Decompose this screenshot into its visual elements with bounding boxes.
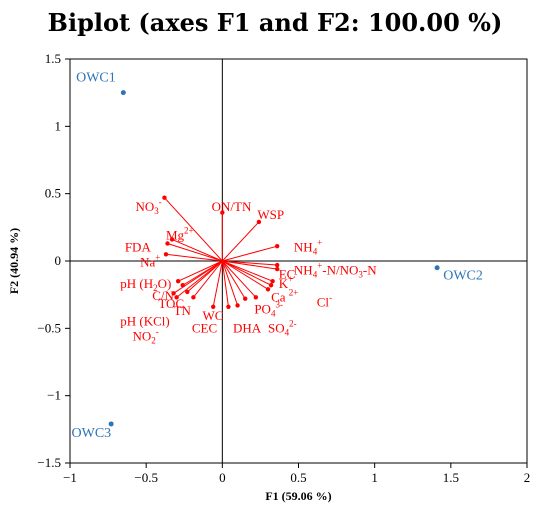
variable-label: SO42- xyxy=(268,318,297,337)
observation-point xyxy=(434,265,440,271)
variable-label: NO3- xyxy=(136,197,162,216)
variable-endpoint xyxy=(226,304,231,309)
variable-vector xyxy=(221,260,257,298)
variable-endpoint xyxy=(274,262,280,268)
variable-label: WC xyxy=(203,308,224,323)
variable-vector xyxy=(222,260,278,266)
y-tick-label: −0.5 xyxy=(37,320,61,335)
variable-vector xyxy=(222,245,278,262)
variable-label: ON/TN xyxy=(212,199,252,214)
variable-endpoint xyxy=(256,219,262,225)
variable-label: K+ xyxy=(279,274,293,291)
variable-endpoint xyxy=(162,195,167,200)
x-tick-label: −1 xyxy=(63,470,77,485)
variable-endpoint xyxy=(163,252,169,257)
x-tick-label: 2 xyxy=(524,470,531,485)
observation-label: OWC1 xyxy=(76,71,116,86)
chart-title: Biplot (axes F1 and F2: 100.00 %) xyxy=(47,8,503,37)
variable-vector xyxy=(177,260,223,282)
variable-label: TN xyxy=(174,303,192,318)
variable-label: NO2- xyxy=(132,326,158,345)
variable-label: EC xyxy=(279,266,296,281)
y-tick-label: −1 xyxy=(47,388,61,403)
variable-endpoint xyxy=(274,243,280,249)
variable-endpoint xyxy=(274,266,280,272)
variable-vector xyxy=(222,260,273,282)
variable-label: Cl- xyxy=(317,293,332,310)
variable-label: WSP xyxy=(257,207,284,222)
observation-label: OWC3 xyxy=(72,426,112,441)
y-tick-label: 1 xyxy=(55,118,62,133)
variable-vector xyxy=(173,260,223,294)
observation-point xyxy=(108,421,114,427)
x-tick-label: −0.5 xyxy=(134,470,158,485)
variable-label: Na+ xyxy=(140,252,160,269)
x-axis-label: F1 (59.06 %) xyxy=(265,489,331,503)
variable-endpoint xyxy=(235,303,240,308)
variable-endpoint xyxy=(220,210,225,215)
variable-vector xyxy=(212,260,223,307)
variable-endpoint xyxy=(242,296,248,301)
y-tick-label: 0.5 xyxy=(45,186,61,201)
x-tick-label: 1 xyxy=(371,470,378,485)
variable-label: PO43- xyxy=(254,299,283,318)
variable-vector xyxy=(221,260,239,306)
variable-vector xyxy=(222,260,278,270)
variable-label: TOC xyxy=(158,296,184,311)
variable-vector xyxy=(221,221,260,262)
variable-endpoint xyxy=(174,295,179,300)
y-tick-label: 1.5 xyxy=(45,51,61,66)
variable-endpoint xyxy=(265,287,271,292)
variable-endpoint xyxy=(185,289,190,295)
variable-vector xyxy=(221,260,229,307)
variable-endpoint xyxy=(268,283,274,288)
y-axis-label: F2 (40.94 %) xyxy=(7,228,21,294)
variable-endpoint xyxy=(270,279,275,284)
variable-label: NH4+-N/NO3-N xyxy=(294,260,377,279)
variable-label: DHA xyxy=(233,320,262,335)
observation-point xyxy=(120,90,126,96)
variable-vector xyxy=(192,260,223,298)
variable-vector xyxy=(176,260,223,298)
x-tick-label: 1.5 xyxy=(443,470,459,485)
variable-label: FDA xyxy=(125,240,152,255)
variable-label: pH (H2O) xyxy=(120,276,171,293)
variable-endpoint xyxy=(253,295,259,300)
variable-vector xyxy=(221,260,246,299)
x-tick-label: 0 xyxy=(219,470,226,485)
variable-vector xyxy=(222,260,272,286)
variable-endpoint xyxy=(191,295,196,300)
variable-endpoint xyxy=(175,279,181,284)
variable-endpoint xyxy=(169,237,175,242)
variable-label: C/N xyxy=(152,288,174,303)
variable-label: Ca 2+ xyxy=(271,287,298,304)
variable-endpoint xyxy=(165,241,170,246)
variable-endpoint xyxy=(210,304,216,309)
variable-label: CEC xyxy=(192,320,217,335)
variable-label: NH4+ xyxy=(294,238,322,257)
variable-vector xyxy=(222,260,269,290)
variable-label: pH (KCl) xyxy=(120,314,169,329)
y-tick-label: −1.5 xyxy=(37,455,61,470)
variable-label: Mg2+ xyxy=(166,225,194,242)
variable-vector xyxy=(171,238,223,262)
y-tick-label: 0 xyxy=(55,253,62,268)
x-tick-label: 0.5 xyxy=(290,470,306,485)
observation-label: OWC2 xyxy=(443,268,483,283)
variable-vector xyxy=(165,253,223,262)
variable-vector xyxy=(167,243,223,262)
variable-vector xyxy=(164,197,223,262)
variable-endpoint xyxy=(171,291,176,296)
